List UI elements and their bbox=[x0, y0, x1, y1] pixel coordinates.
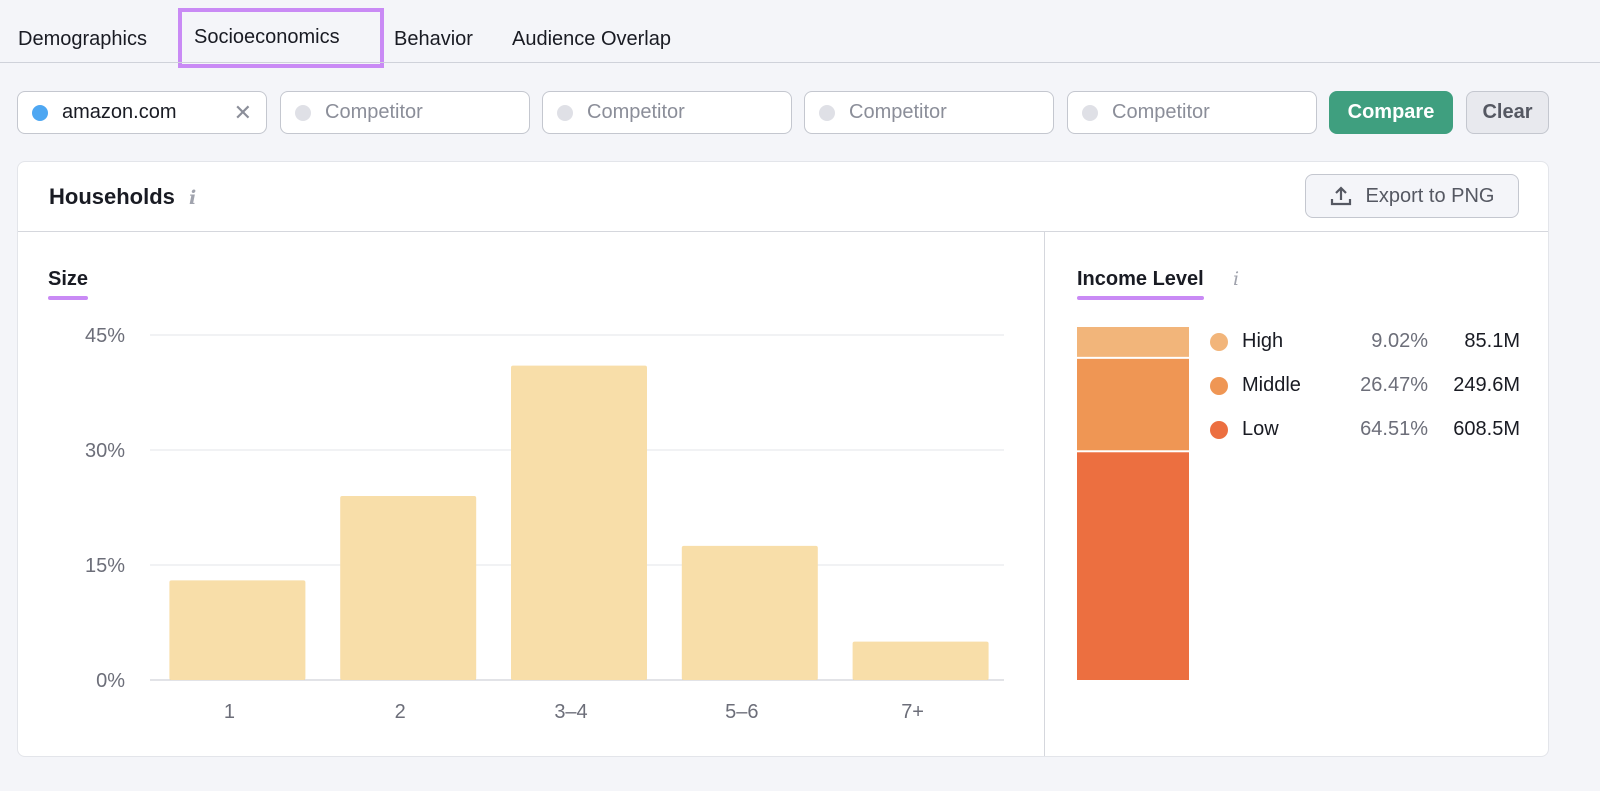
legend-percent: 64.51% bbox=[1360, 418, 1428, 440]
y-tick-label: 30% bbox=[85, 440, 125, 462]
compare-button[interactable]: Compare bbox=[1329, 91, 1453, 134]
y-tick-label: 45% bbox=[85, 325, 125, 347]
upload-icon bbox=[1330, 186, 1351, 206]
legend-item-middle: Middle 26.47% 249.6M bbox=[1210, 374, 1520, 397]
legend-label: High bbox=[1242, 330, 1284, 352]
info-icon[interactable]: i bbox=[1233, 268, 1240, 290]
domain-color-dot bbox=[32, 104, 48, 121]
dot-icon bbox=[819, 104, 835, 121]
tab-behavior[interactable]: Behavior bbox=[394, 28, 473, 50]
legend-percent: 26.47% bbox=[1360, 374, 1428, 396]
placeholder: Competitor bbox=[1112, 101, 1210, 123]
x-tick-label: 5–6 bbox=[725, 701, 758, 723]
legend-item-low: Low 64.51% 608.5M bbox=[1210, 418, 1520, 441]
y-tick-label: 15% bbox=[85, 555, 125, 577]
size-title: Size bbox=[48, 268, 89, 300]
domain-value: amazon.com bbox=[62, 101, 177, 123]
info-icon[interactable]: i bbox=[189, 187, 197, 209]
domain-input[interactable]: amazon.com ✕ bbox=[17, 91, 267, 134]
placeholder: Competitor bbox=[587, 101, 685, 123]
legend-item-high: High 9.02% 85.1M bbox=[1210, 330, 1520, 353]
legend-percent: 9.02% bbox=[1371, 330, 1428, 352]
competitor-input-4[interactable]: Competitor bbox=[1067, 91, 1317, 134]
x-tick-label: 2 bbox=[395, 701, 406, 723]
legend-count: 608.5M bbox=[1453, 418, 1520, 440]
placeholder: Competitor bbox=[849, 101, 947, 123]
x-tick-label: 3–4 bbox=[554, 701, 587, 723]
legend-count: 249.6M bbox=[1453, 374, 1520, 396]
card-title: Households i bbox=[49, 184, 196, 210]
legend-label: Low bbox=[1242, 418, 1279, 440]
bar-5–6 bbox=[681, 545, 818, 680]
bar-7+ bbox=[852, 641, 989, 680]
placeholder: Competitor bbox=[325, 101, 423, 123]
tabs-divider bbox=[0, 62, 1600, 63]
clear-domain-icon[interactable]: ✕ bbox=[233, 99, 252, 125]
clear-button[interactable]: Clear bbox=[1466, 91, 1549, 134]
export-label: Export to PNG bbox=[1365, 184, 1495, 207]
competitor-input-2[interactable]: Competitor bbox=[542, 91, 792, 134]
bar-2 bbox=[340, 496, 477, 680]
competitor-input-1[interactable]: Competitor bbox=[280, 91, 530, 134]
card-title-text: Households bbox=[49, 184, 175, 209]
dot-icon bbox=[1082, 104, 1098, 121]
bar-3–4 bbox=[511, 365, 647, 680]
income-level-title: Income Level bbox=[1077, 268, 1204, 300]
legend-dot-icon bbox=[1210, 420, 1228, 439]
bar-1 bbox=[169, 580, 306, 680]
x-tick-label: 7+ bbox=[901, 701, 924, 723]
size-chart: 0% 15% 30% 45% 1 2 3–4 5–6 7+ bbox=[85, 325, 1004, 723]
export-png-button[interactable]: Export to PNG bbox=[1305, 174, 1519, 218]
dot-icon bbox=[295, 104, 311, 121]
card-header-divider bbox=[18, 231, 1548, 232]
panel-divider bbox=[1044, 232, 1045, 756]
legend-dot-icon bbox=[1210, 376, 1228, 395]
legend-label: Middle bbox=[1242, 374, 1301, 396]
legend-dot-icon bbox=[1210, 332, 1228, 351]
tab-audience-overlap[interactable]: Audience Overlap bbox=[512, 28, 671, 50]
y-tick-label: 0% bbox=[96, 670, 125, 692]
x-tick-label: 1 bbox=[224, 701, 235, 723]
dot-icon bbox=[557, 104, 573, 121]
legend-count: 85.1M bbox=[1464, 330, 1520, 352]
tab-socioeconomics[interactable]: Socioeconomics bbox=[178, 8, 384, 68]
tab-demographics[interactable]: Demographics bbox=[18, 28, 147, 50]
competitor-input-3[interactable]: Competitor bbox=[804, 91, 1054, 134]
